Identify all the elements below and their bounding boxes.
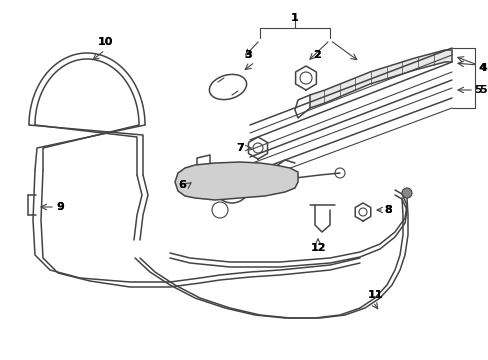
Text: 11: 11 bbox=[366, 290, 382, 300]
Text: 11: 11 bbox=[366, 290, 382, 300]
Polygon shape bbox=[175, 162, 297, 200]
Text: 8: 8 bbox=[384, 205, 391, 215]
Text: 1: 1 bbox=[290, 13, 298, 23]
Circle shape bbox=[401, 188, 411, 198]
Text: 8: 8 bbox=[384, 205, 391, 215]
Text: 4: 4 bbox=[478, 63, 486, 73]
Text: 12: 12 bbox=[309, 243, 325, 253]
Text: 4: 4 bbox=[477, 63, 485, 73]
Text: 2: 2 bbox=[312, 50, 320, 60]
Text: 6: 6 bbox=[178, 180, 185, 190]
Text: 3: 3 bbox=[244, 50, 251, 60]
Text: 7: 7 bbox=[236, 143, 244, 153]
Text: 9: 9 bbox=[56, 202, 64, 212]
Text: 1: 1 bbox=[290, 13, 298, 23]
Text: 12: 12 bbox=[309, 243, 325, 253]
Text: 3: 3 bbox=[244, 50, 251, 60]
Text: 9: 9 bbox=[56, 202, 64, 212]
Text: 7: 7 bbox=[236, 143, 244, 153]
Text: 5: 5 bbox=[473, 85, 481, 95]
Text: 6: 6 bbox=[178, 180, 185, 190]
Circle shape bbox=[223, 176, 241, 194]
Text: 10: 10 bbox=[97, 37, 112, 47]
Text: 2: 2 bbox=[312, 50, 320, 60]
Polygon shape bbox=[309, 50, 451, 108]
Text: 5: 5 bbox=[478, 85, 486, 95]
Text: 10: 10 bbox=[97, 37, 112, 47]
